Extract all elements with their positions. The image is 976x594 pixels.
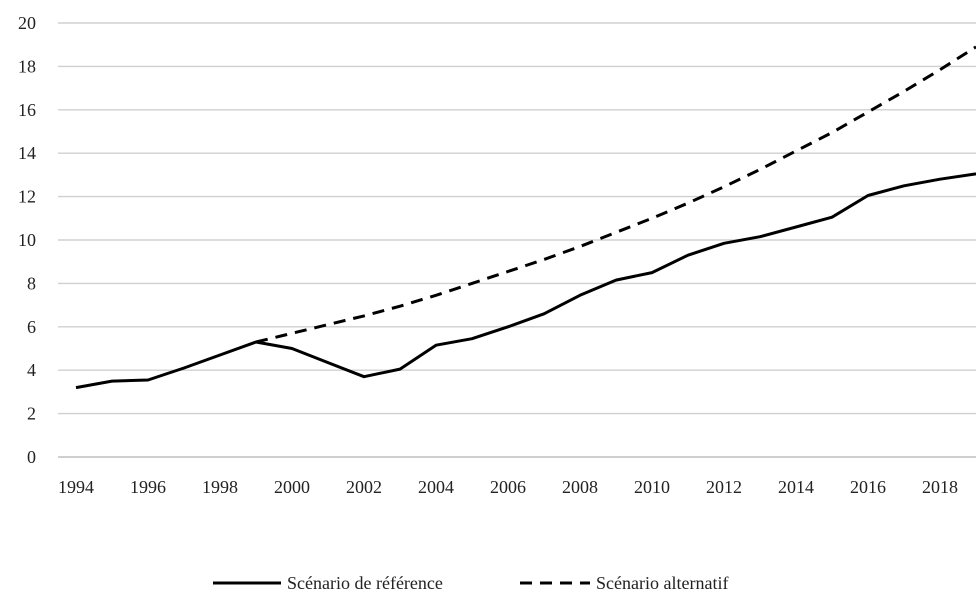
y-tick-label: 12 bbox=[18, 187, 36, 207]
y-tick-label: 2 bbox=[27, 404, 36, 424]
x-tick-label: 2006 bbox=[490, 477, 526, 497]
y-tick-label: 4 bbox=[27, 360, 36, 380]
y-tick-label: 16 bbox=[18, 100, 36, 120]
y-tick-label: 18 bbox=[18, 56, 36, 76]
legend-item-alternative: Scénario alternatif bbox=[520, 573, 728, 593]
x-tick-label: 2008 bbox=[562, 477, 598, 497]
legend-label-alternative: Scénario alternatif bbox=[596, 573, 728, 593]
x-tick-label: 2000 bbox=[274, 477, 310, 497]
x-tick-label: 2014 bbox=[778, 477, 814, 497]
series-line-reference bbox=[75, 172, 976, 390]
x-axis-tick-labels: 1994 1996 1998 2000 2002 2004 2006 2008 2010 2012… bbox=[58, 477, 958, 497]
y-tick-label: 6 bbox=[27, 317, 36, 337]
x-tick-label: 2016 bbox=[850, 477, 886, 497]
x-tick-label: 2002 bbox=[346, 477, 382, 497]
y-tick-label: 8 bbox=[27, 273, 36, 293]
chart-legend: Scénario de référence Scénario alternati… bbox=[213, 573, 728, 593]
series-line-alternative bbox=[255, 45, 976, 344]
x-tick-label: 2018 bbox=[922, 477, 958, 497]
y-tick-label: 10 bbox=[18, 230, 36, 250]
y-gridlines bbox=[58, 22, 976, 458]
x-tick-label: 2004 bbox=[418, 477, 454, 497]
y-tick-label: 0 bbox=[27, 447, 36, 467]
y-tick-label: 14 bbox=[18, 143, 36, 163]
x-tick-label: 1996 bbox=[130, 477, 166, 497]
legend-label-reference: Scénario de référence bbox=[287, 573, 443, 593]
series-lines bbox=[75, 45, 976, 390]
y-tick-label: 20 bbox=[18, 13, 36, 33]
x-tick-label: 1994 bbox=[58, 477, 94, 497]
x-tick-label: 1998 bbox=[202, 477, 238, 497]
legend-item-reference: Scénario de référence bbox=[213, 573, 443, 593]
y-axis-tick-labels: 0 2 4 6 8 10 12 14 16 18 20 bbox=[18, 13, 36, 467]
x-tick-label: 2010 bbox=[634, 477, 670, 497]
x-tick-label: 2012 bbox=[706, 477, 742, 497]
